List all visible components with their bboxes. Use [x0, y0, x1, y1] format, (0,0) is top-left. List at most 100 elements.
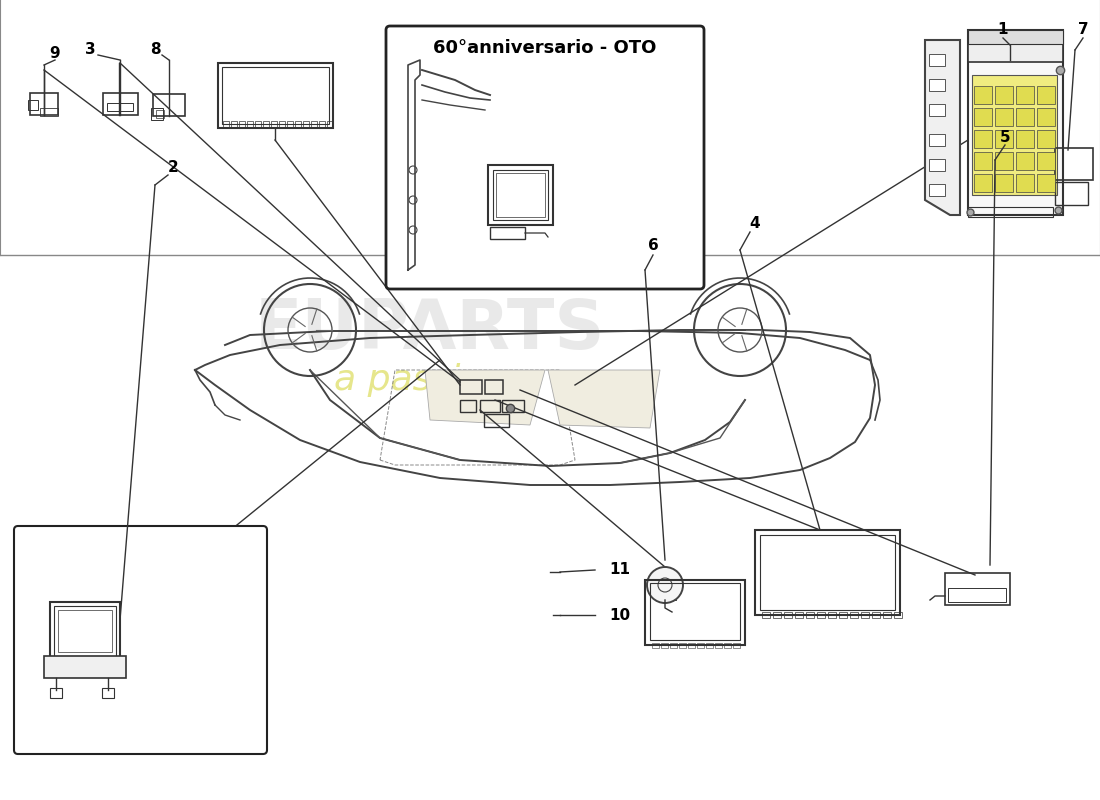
Bar — [319, 121, 324, 128]
Bar — [231, 121, 236, 128]
Bar — [1016, 86, 1034, 104]
Bar — [54, 606, 116, 656]
Bar — [50, 688, 62, 698]
Bar — [311, 121, 317, 128]
Text: 3: 3 — [85, 42, 96, 58]
Bar — [968, 30, 1063, 215]
Bar — [968, 207, 1053, 217]
Bar — [996, 86, 1013, 104]
Bar — [996, 174, 1013, 192]
Bar — [974, 152, 992, 170]
Bar — [287, 121, 293, 128]
Bar — [733, 643, 740, 648]
Bar — [103, 93, 138, 115]
Bar — [1037, 174, 1055, 192]
Bar — [850, 612, 858, 618]
Bar — [222, 67, 329, 124]
Text: 9: 9 — [50, 46, 60, 61]
Bar — [488, 165, 553, 225]
Bar — [490, 227, 525, 239]
Bar — [996, 108, 1013, 126]
Bar — [773, 612, 781, 618]
Bar — [1037, 108, 1055, 126]
Bar — [30, 93, 58, 115]
Bar — [817, 612, 825, 618]
Text: EUPARTS: EUPARTS — [255, 297, 605, 363]
Bar — [930, 159, 945, 171]
Bar — [883, 612, 891, 618]
Bar — [968, 40, 1063, 62]
Text: a passion: a passion — [334, 363, 506, 397]
Bar — [968, 30, 1063, 44]
Bar — [50, 602, 120, 660]
Bar — [996, 130, 1013, 148]
Bar — [974, 174, 992, 192]
Bar — [263, 121, 270, 128]
Bar — [930, 79, 945, 91]
Text: 1: 1 — [998, 22, 1009, 38]
Text: 10: 10 — [609, 607, 630, 622]
Bar — [1016, 130, 1034, 148]
Bar — [930, 104, 945, 116]
Text: 5: 5 — [1000, 130, 1010, 145]
Bar — [107, 103, 133, 111]
Bar — [872, 612, 880, 618]
Bar — [40, 108, 58, 116]
Bar — [1055, 148, 1093, 180]
Bar — [1055, 182, 1088, 205]
Bar — [1016, 174, 1034, 192]
Polygon shape — [548, 370, 660, 428]
FancyBboxPatch shape — [386, 26, 704, 289]
Bar — [460, 380, 482, 394]
Bar — [645, 580, 745, 645]
Bar — [930, 184, 945, 196]
Bar — [156, 110, 164, 118]
Bar — [861, 612, 869, 618]
Polygon shape — [925, 40, 960, 215]
Bar — [930, 134, 945, 146]
Bar — [839, 612, 847, 618]
Bar — [930, 54, 945, 66]
Bar — [502, 400, 524, 412]
Bar — [218, 63, 333, 128]
Bar — [715, 643, 722, 648]
Bar — [948, 588, 1006, 602]
Bar — [697, 643, 704, 648]
Bar — [806, 612, 814, 618]
Bar — [894, 612, 902, 618]
Bar — [762, 612, 770, 618]
Bar — [496, 173, 544, 217]
Bar — [974, 86, 992, 104]
Bar — [493, 170, 548, 220]
Bar — [279, 121, 285, 128]
Bar — [327, 121, 333, 128]
Polygon shape — [425, 370, 544, 425]
Bar — [974, 130, 992, 148]
Bar — [44, 656, 127, 678]
Bar — [996, 152, 1013, 170]
Bar — [706, 643, 713, 648]
Bar — [295, 121, 301, 128]
Bar — [480, 400, 501, 412]
Bar — [302, 121, 309, 128]
Circle shape — [647, 567, 683, 603]
Text: 2: 2 — [167, 161, 178, 175]
Bar — [755, 530, 900, 615]
Text: 60°anniversario - OTO: 60°anniversario - OTO — [433, 39, 657, 57]
Bar — [271, 121, 277, 128]
Bar — [484, 414, 509, 427]
Bar — [485, 380, 503, 394]
Bar — [153, 94, 185, 116]
Bar — [1037, 130, 1055, 148]
Text: 7: 7 — [1078, 22, 1088, 38]
Bar — [1016, 108, 1034, 126]
Bar — [795, 612, 803, 618]
Bar — [724, 643, 732, 648]
Text: 11: 11 — [609, 562, 630, 578]
Bar — [972, 75, 1057, 195]
Bar — [661, 643, 668, 648]
Bar — [223, 121, 229, 128]
Bar — [1037, 152, 1055, 170]
Bar — [255, 121, 261, 128]
Text: 8: 8 — [150, 42, 161, 58]
